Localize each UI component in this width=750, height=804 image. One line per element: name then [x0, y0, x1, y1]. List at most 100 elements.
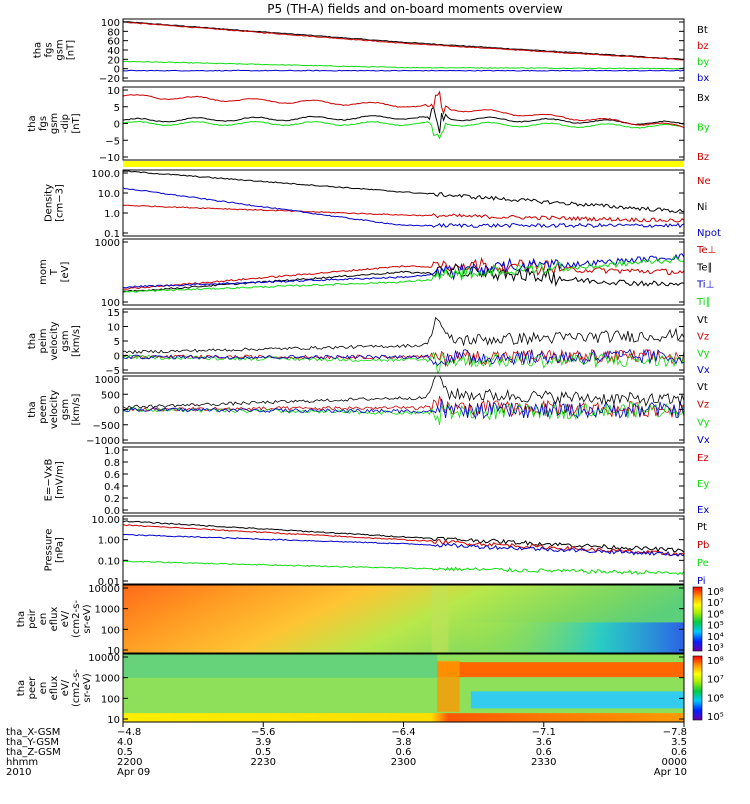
series-line-pressure-3: [122, 534, 685, 557]
y-axis-label: [km/s]: [71, 325, 82, 357]
y-axis-label: sr-eV): [82, 604, 93, 633]
figure-title: P5 (TH-A) fields and on-board moments ov…: [267, 2, 563, 16]
y-axis-label: peem: [38, 395, 49, 423]
series-line-fgs-gsm-1: [123, 21, 684, 61]
y-axis-label: [nPa]: [55, 537, 66, 563]
y-axis-label: [nT]: [66, 40, 77, 60]
legend-entry: Vz: [697, 332, 709, 343]
y-tick-label: 0.2: [104, 494, 120, 505]
y-tick-label: 1000: [95, 238, 120, 249]
time-axis-value: 0.6: [536, 747, 552, 758]
y-tick-label: 100.0: [91, 169, 120, 180]
y-tick-label: 0.8: [104, 458, 120, 469]
y-axis-label: sr-eV): [82, 673, 93, 702]
colorbar-peer-en-eflux: [692, 655, 703, 721]
colorbar-tick-label: 10⁶: [707, 609, 724, 620]
y-axis-label: velocity: [49, 321, 60, 360]
time-axis-value: 3.9: [255, 737, 271, 748]
y-axis-label: fgs: [44, 42, 55, 57]
legend-entry: Te∥: [696, 262, 713, 273]
time-axis-value: 2230: [251, 757, 276, 768]
y-axis-label: en: [38, 613, 49, 626]
colorbar-tick-label: 10⁷: [707, 598, 724, 609]
y-axis-label: tha: [33, 42, 44, 58]
time-axis-row-label: tha_Y-GSM: [6, 737, 59, 748]
legend-entry: Vy: [697, 348, 710, 359]
y-axis-label: tha: [16, 611, 27, 627]
y-axis-label: eV/: [60, 679, 71, 696]
legend-entry: Ey: [697, 479, 709, 490]
series-line-peem-velocity-0: [122, 375, 685, 410]
y-axis-label: gsm: [55, 39, 66, 60]
y-axis-label: peim: [38, 328, 49, 353]
heatmap-low-energy-peir-en-eflux: [123, 622, 684, 653]
y-axis-label: en: [38, 682, 49, 695]
y-tick-label: 10000: [88, 653, 120, 664]
colorbar-tick-label: 10⁸: [707, 587, 724, 598]
legend-entry: Vy: [697, 417, 710, 428]
legend-entry: Pi: [697, 576, 706, 587]
colorbar-tick-label: 10⁸: [707, 656, 724, 667]
y-tick-label: 0.0: [104, 506, 120, 517]
legend-entry: Vx: [697, 365, 710, 376]
y-axis-label: tha: [16, 680, 27, 696]
heatmap-cold-band-peer-en-eflux: [470, 691, 684, 709]
series-line-fgs-gsm-dip-1: [122, 120, 685, 140]
time-axis-value: 0.5: [117, 747, 133, 758]
legend-entry: Pb: [697, 540, 709, 551]
y-axis-label: fgs: [38, 116, 49, 131]
legend-entry: Ti⊥: [696, 280, 714, 291]
y-tick-label: 1000: [95, 605, 120, 616]
time-axis-value: 0.5: [255, 747, 271, 758]
y-axis-label: Density: [44, 184, 55, 222]
y-axis-label: gsm: [60, 399, 71, 420]
y-axis-label: peir: [27, 608, 38, 628]
y-tick-label: 100: [101, 625, 120, 636]
y-tick-label: 10.00: [91, 515, 120, 526]
legend-entry: Te⊥: [696, 245, 716, 256]
y-tick-label: −5: [105, 366, 120, 377]
colorbar-tick-label: 10⁵: [707, 712, 724, 723]
legend-entry: Vx: [697, 435, 710, 446]
colorbar-peir-en-eflux: [692, 586, 703, 652]
y-axis-label: [mV/m]: [55, 461, 66, 499]
y-tick-label: 0.1: [104, 229, 120, 240]
time-axis-value: 0.6: [671, 747, 687, 758]
heatmap-event-peer-en-eflux: [437, 660, 460, 712]
y-axis-label: tha: [27, 401, 38, 417]
y-tick-label: −500: [93, 421, 120, 432]
legend-entry: Ti∥: [696, 297, 711, 308]
legend-entry: Ni: [697, 202, 707, 213]
time-axis-value: −7.1: [532, 727, 556, 738]
series-line-pressure-2: [122, 560, 685, 576]
legend-entry: Bx: [697, 93, 710, 104]
y-tick-label: 0: [114, 406, 120, 417]
y-tick-label: 0.01: [98, 577, 120, 588]
y-tick-label: 1000: [95, 674, 120, 685]
status-bar: [123, 161, 684, 167]
legend-entry: Pe: [697, 558, 709, 569]
time-axis-value: 0000: [662, 757, 687, 768]
legend-entry: bz: [697, 41, 709, 52]
y-axis-label: (cm2-s-: [71, 600, 82, 638]
y-axis-label: gsm: [49, 113, 60, 134]
heatmap-event-peir-en-eflux: [431, 585, 449, 653]
series-line-density-2: [122, 187, 685, 229]
time-axis-row-label: tha_Z-GSM: [6, 747, 61, 758]
y-tick-label: 0: [114, 65, 120, 76]
colorbar-tick-label: 10⁴: [707, 632, 724, 643]
y-tick-label: 20: [107, 55, 120, 66]
panel-frame-density: [122, 169, 685, 237]
legend-entry: Bt: [697, 25, 708, 36]
legend-entry: Bz: [697, 152, 709, 163]
series-line-fgs-gsm-2: [122, 60, 685, 70]
legend-entry: By: [697, 123, 710, 134]
series-line-peim-velocity-2: [122, 351, 685, 375]
series-line-temperature-3: [122, 256, 685, 293]
y-tick-label: 10.0: [98, 189, 120, 200]
series-line-fgs-gsm-3: [122, 69, 685, 72]
legend-entry: Vt: [697, 382, 708, 393]
legend-entry: Ex: [697, 505, 709, 516]
y-tick-label: 10: [107, 715, 120, 726]
time-axis-row-label: hhmm: [6, 757, 38, 768]
